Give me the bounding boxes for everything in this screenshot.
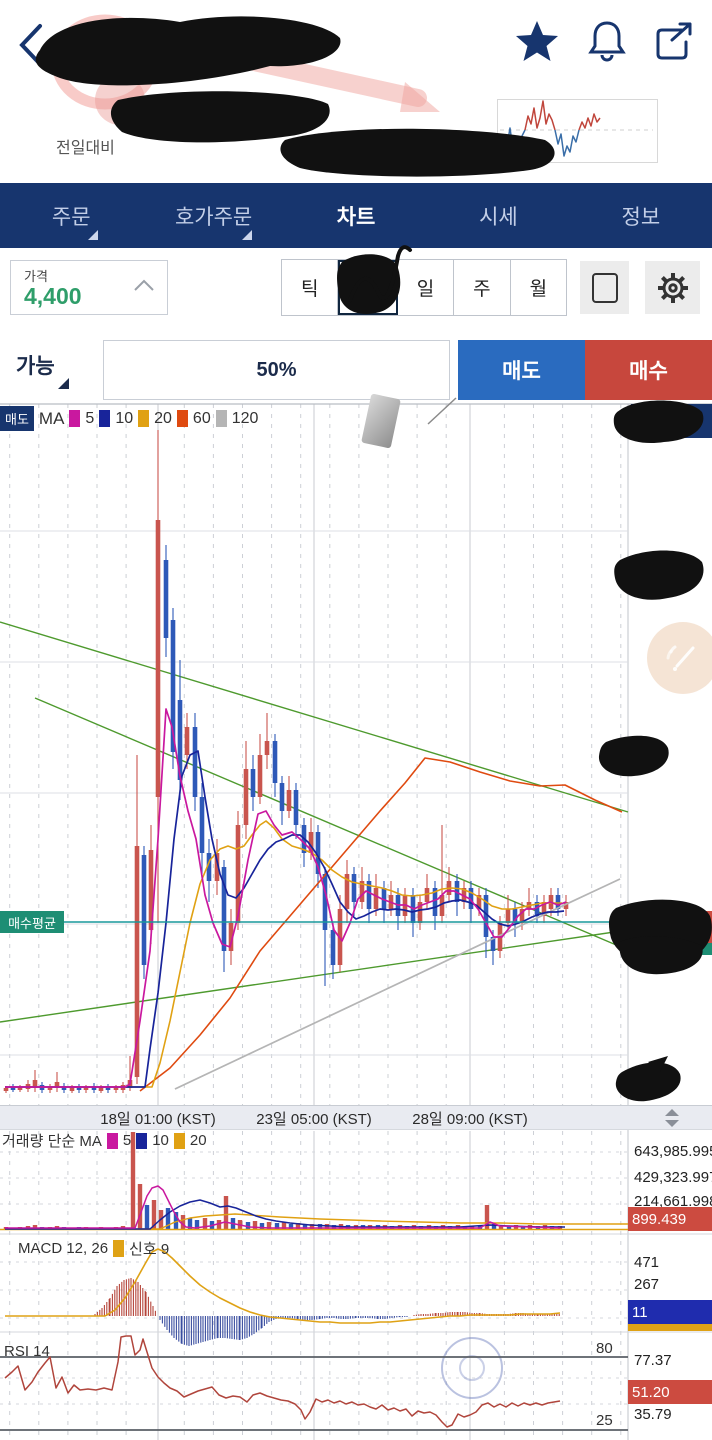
percent-input[interactable]: 50% bbox=[103, 340, 450, 400]
dropdown-triangle-icon bbox=[88, 230, 99, 240]
avg-price-badge bbox=[628, 943, 712, 955]
signal-current-strip bbox=[628, 1324, 712, 1331]
vol-ma20-color-chip bbox=[173, 1132, 185, 1149]
volume-axis-value: 214,661.998 bbox=[634, 1193, 712, 1210]
mini-chart[interactable] bbox=[497, 99, 658, 163]
summary-row: ‹ 전일대비 ▲ 1 › bbox=[0, 90, 712, 232]
price-label: 가격 bbox=[24, 269, 48, 284]
volume-current-badge: 899.439 bbox=[628, 1207, 712, 1231]
dropdown-triangle-icon bbox=[58, 378, 69, 389]
redaction-scribble bbox=[648, 1056, 668, 1072]
tab-chart[interactable]: 차트 bbox=[336, 205, 376, 229]
macd-axis-value: 471 bbox=[634, 1254, 660, 1271]
nav-tab-bar: 주문 호가주문 차트 시세 정보 bbox=[0, 183, 712, 248]
x-axis-label: 23일 05:00 (KST) bbox=[256, 1111, 372, 1128]
x-axis-label: 18일 01:00 (KST) bbox=[100, 1111, 216, 1128]
tab-price[interactable]: 시세 bbox=[479, 205, 518, 229]
rsi-upper-level-label: 80 bbox=[596, 1340, 613, 1357]
rsi-lower-level-label: 25 bbox=[596, 1412, 613, 1429]
tab-quote-order[interactable]: 호가주문 bbox=[142, 183, 284, 248]
buy-button[interactable]: 매수 bbox=[585, 340, 712, 400]
rsi-current-badge: 51.20 bbox=[628, 1380, 712, 1404]
price-value: 4,400 bbox=[24, 283, 82, 309]
macd-color-chip bbox=[2, 1240, 13, 1257]
x-axis-label: 28일 09:00 (KST) bbox=[412, 1111, 528, 1128]
period-segment: 틱 일 주 월 bbox=[281, 259, 567, 316]
ma60-color-chip bbox=[176, 410, 188, 427]
volume-axis-value: 643,985.995 bbox=[634, 1143, 712, 1160]
draw-tool-fab[interactable] bbox=[647, 622, 712, 694]
available-dropdown[interactable]: 가능 bbox=[16, 350, 69, 389]
macd-axis-value: 267 bbox=[634, 1276, 660, 1293]
period-week-button[interactable]: 주 bbox=[454, 260, 511, 315]
ma20-color-chip bbox=[138, 410, 150, 427]
back-icon[interactable] bbox=[16, 22, 46, 68]
current-price-badge bbox=[628, 911, 712, 943]
redaction-scribble bbox=[598, 735, 669, 777]
vol-ma5-color-chip bbox=[106, 1132, 118, 1149]
settings-button[interactable] bbox=[645, 261, 700, 314]
prev-day-label: 전일대비 bbox=[56, 140, 115, 157]
ma5-color-chip bbox=[69, 410, 81, 427]
square-icon bbox=[591, 272, 618, 303]
period-day-button[interactable]: 일 bbox=[397, 260, 455, 315]
tab-info[interactable]: 정보 bbox=[621, 205, 661, 229]
period-tick-button[interactable]: 틱 bbox=[282, 260, 339, 315]
ma10-color-chip bbox=[99, 410, 111, 427]
volume-axis-value: 429,323.997 bbox=[634, 1169, 712, 1186]
price-selector[interactable]: 가격 4,400 bbox=[10, 260, 168, 315]
notification-bell-icon[interactable] bbox=[584, 18, 630, 64]
gray-capsule bbox=[361, 393, 401, 449]
chart-style-button[interactable] bbox=[580, 261, 629, 314]
ma120-color-chip bbox=[215, 410, 227, 427]
macd-legend: MACD 12, 26 신호 9 bbox=[2, 1238, 169, 1259]
period-selected-button[interactable] bbox=[338, 260, 398, 315]
sell-button[interactable]: 매도 bbox=[458, 340, 585, 400]
gear-icon bbox=[657, 272, 688, 303]
chevron-up-icon bbox=[134, 279, 154, 291]
pencil-icon bbox=[666, 645, 695, 671]
header bbox=[0, 0, 712, 90]
panel-resize-icon[interactable] bbox=[662, 1108, 682, 1128]
macd-current-badge: 11 bbox=[628, 1300, 712, 1324]
favorite-star-icon[interactable] bbox=[514, 18, 560, 64]
rsi-axis-value: 35.79 bbox=[634, 1406, 672, 1423]
period-month-button[interactable]: 월 bbox=[510, 260, 567, 315]
dropdown-triangle-icon bbox=[242, 230, 253, 240]
signal-color-chip bbox=[113, 1240, 125, 1257]
position-badge: 매도 bbox=[0, 406, 34, 431]
tab-order[interactable]: 주문 bbox=[0, 183, 142, 248]
share-icon[interactable] bbox=[650, 18, 696, 64]
x-axis-strip[interactable]: 18일 01:00 (KST) 23일 05:00 (KST) 28일 09:0… bbox=[0, 1105, 712, 1130]
vol-ma10-color-chip bbox=[136, 1132, 148, 1149]
rsi-legend: RSI 14 bbox=[4, 1343, 50, 1360]
redaction-scribble bbox=[614, 550, 704, 600]
high-price-badge bbox=[631, 404, 712, 438]
rsi-axis-value: 77.37 bbox=[634, 1352, 672, 1369]
avg-buy-badge: 매수평균 bbox=[0, 911, 64, 933]
volume-legend: 거래량 단순 MA 5 10 20 bbox=[2, 1132, 207, 1150]
redaction-scribble bbox=[615, 1062, 681, 1102]
gray-line bbox=[427, 397, 457, 425]
main-chart-legend: 매도 MA 5 10 20 60 120 bbox=[0, 406, 258, 431]
